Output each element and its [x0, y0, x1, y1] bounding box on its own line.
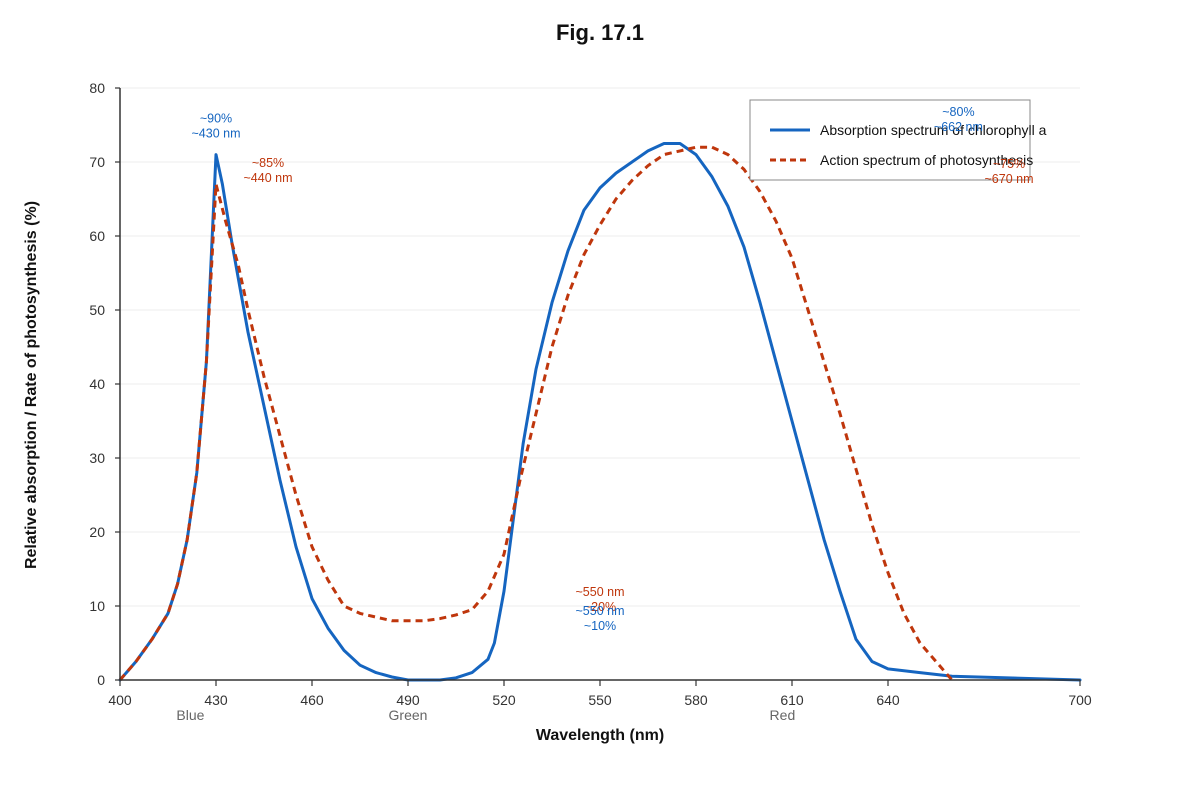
y-tick-label-50: 50: [89, 302, 105, 318]
legend-box: [749, 99, 1031, 181]
x-tick-label-550: 550: [588, 692, 612, 708]
annotation-0: ~90%~430 nm: [192, 112, 241, 141]
region-label-blue: Blue: [176, 707, 204, 723]
legend: Absorption spectrum of chlorophyll a Act…: [749, 99, 1047, 181]
y-tick-label-20: 20: [89, 524, 105, 540]
annotation-1-line-0: ~85%: [252, 156, 284, 170]
annotation-2-line-0: ~80%: [942, 105, 974, 119]
annotation-0-line-1: ~430 nm: [192, 127, 241, 141]
spectrum-region-labels: Blue Green Red: [176, 707, 795, 723]
y-axis-label: Relative absorption / Rate of photosynth…: [23, 201, 40, 569]
region-label-green: Green: [389, 707, 428, 723]
annotation-1: ~85%~440 nm: [244, 156, 293, 185]
x-tick-label-700: 700: [1068, 692, 1092, 708]
x-tick-label-610: 610: [780, 692, 804, 708]
y-tick-label-40: 40: [89, 376, 105, 392]
annotation-4-line-0: ~550 nm: [576, 585, 625, 599]
annotation-2: ~80%~662 nm: [934, 105, 983, 134]
annotation-5-line-1: ~10%: [584, 619, 616, 633]
y-tick-label-30: 30: [89, 450, 105, 466]
x-tick-label-430: 430: [204, 692, 228, 708]
annotation-3-line-1: ~670 nm: [985, 172, 1034, 186]
series-lines: [118, 142, 1082, 682]
annotation-5: ~550 nm~10%: [576, 604, 625, 633]
y-tick-label-10: 10: [89, 598, 105, 614]
chart-title: Fig. 17.1: [556, 20, 644, 45]
annotation-0-line-0: ~90%: [200, 112, 232, 126]
axis-ticks: 0 10 20 30 40 50 60 70 80 400 430 460 490 520 550 580 61…: [89, 80, 1091, 708]
annotation-3: ~75%~670 nm: [985, 157, 1034, 186]
x-tick-label-640: 640: [876, 692, 900, 708]
y-tick-label-60: 60: [89, 228, 105, 244]
legend-label-absorption: Absorption spectrum of chlorophyll a: [820, 122, 1047, 138]
x-tick-label-490: 490: [396, 692, 420, 708]
annotation-3-line-0: ~75%: [993, 157, 1025, 171]
action-spectrum-line: [118, 145, 954, 681]
absorption-spectrum-line: [118, 142, 1082, 682]
annotation-4-line-1: ~20%: [584, 600, 616, 614]
annotation-4: ~550 nm~20%: [576, 585, 625, 614]
annotation-1-line-1: ~440 nm: [244, 171, 293, 185]
region-label-red: Red: [770, 707, 796, 723]
legend-label-action: Action spectrum of photosynthesis: [820, 152, 1033, 168]
x-tick-label-580: 580: [684, 692, 708, 708]
x-tick-label-400: 400: [108, 692, 132, 708]
y-tick-label-70: 70: [89, 154, 105, 170]
grid-lines: [120, 87, 1080, 681]
annotation-5-line-0: ~550 nm: [576, 604, 625, 618]
y-tick-label-80: 80: [89, 80, 105, 96]
annotation-2-line-1: ~662 nm: [934, 120, 983, 134]
y-tick-label-0: 0: [97, 672, 105, 688]
peak-annotations: ~90%~430 nm~85%~440 nm~80%~662 nm~75%~67…: [192, 105, 1034, 633]
x-tick-label-520: 520: [492, 692, 516, 708]
x-axis-label: Wavelength (nm): [536, 727, 664, 744]
x-tick-label-460: 460: [300, 692, 324, 708]
